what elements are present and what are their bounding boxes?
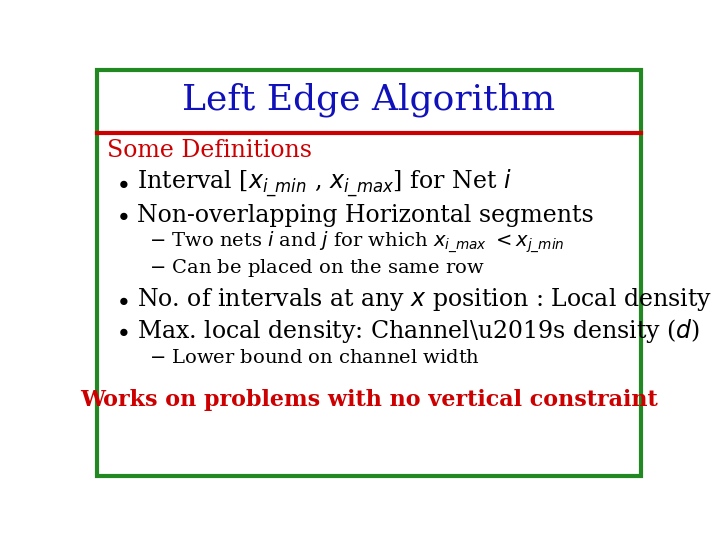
Text: Left Edge Algorithm: Left Edge Algorithm: [182, 83, 556, 117]
FancyBboxPatch shape: [96, 70, 642, 476]
Text: $-$ Can be placed on the same row: $-$ Can be placed on the same row: [148, 256, 484, 279]
Text: $\bullet$: $\bullet$: [115, 288, 129, 312]
Text: $\bullet$: $\bullet$: [115, 171, 129, 195]
Text: $\bullet$: $\bullet$: [115, 319, 129, 343]
Text: $-$ Two nets $i$ and $j$ for which $x_{i\_max}$ $<x_{j\_min}$: $-$ Two nets $i$ and $j$ for which $x_{i…: [148, 230, 564, 255]
Text: No. of intervals at any $x$ position : Local density: No. of intervals at any $x$ position : L…: [138, 286, 712, 313]
Text: Some Definitions: Some Definitions: [107, 139, 312, 161]
Text: Max. local density: Channel\u2019s density ($d$): Max. local density: Channel\u2019s densi…: [138, 317, 701, 345]
Text: Interval [$x_{i\_min}$ , $x_{i\_max}$] for Net $i$: Interval [$x_{i\_min}$ , $x_{i\_max}$] f…: [138, 167, 512, 199]
Text: $\bullet$: $\bullet$: [115, 204, 129, 227]
Text: Non-overlapping Horizontal segments: Non-overlapping Horizontal segments: [138, 204, 594, 227]
Text: $-$ Lower bound on channel width: $-$ Lower bound on channel width: [148, 349, 480, 367]
Text: Works on problems with no vertical constraint: Works on problems with no vertical const…: [80, 388, 658, 410]
